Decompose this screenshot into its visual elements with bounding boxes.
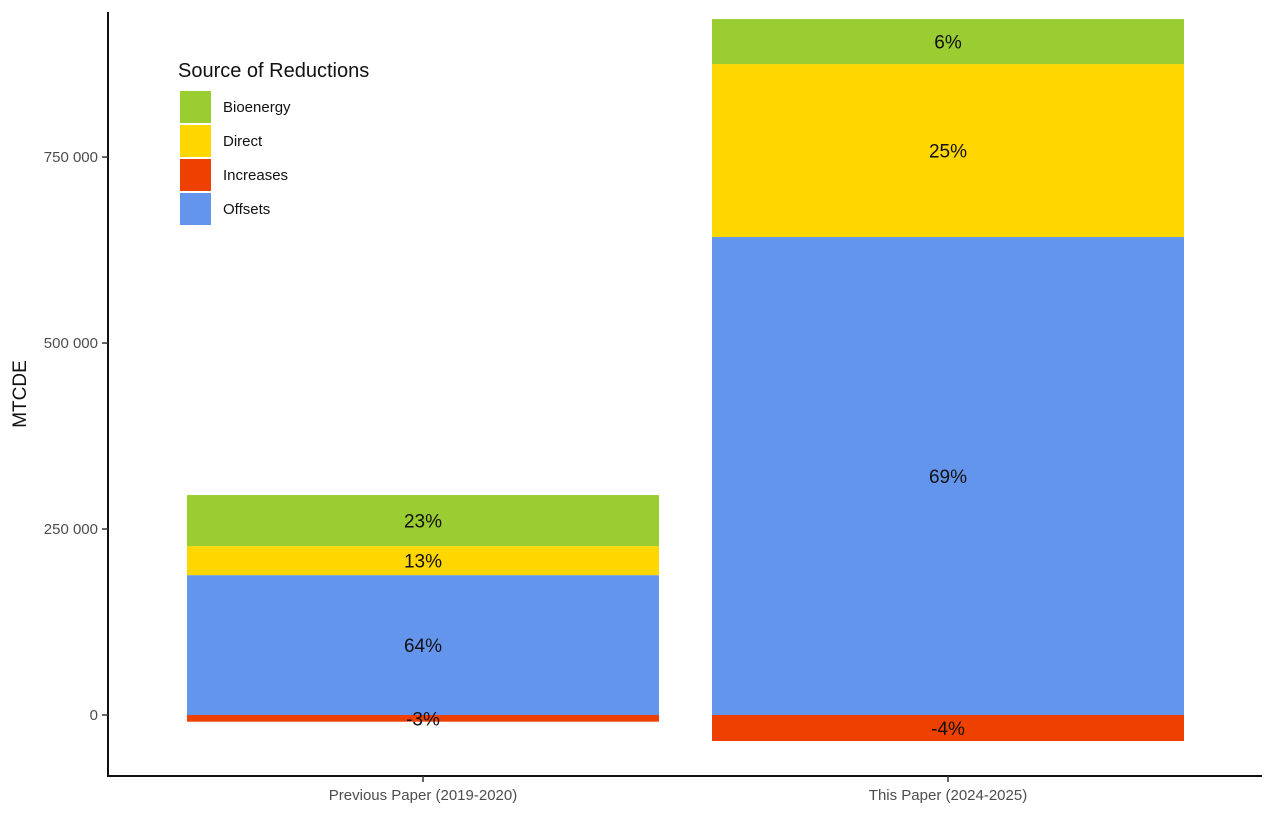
legend-key-offsets: [180, 193, 211, 225]
y-tick-label: 500 000: [44, 335, 98, 352]
y-tick-label: 750 000: [44, 149, 98, 166]
legend-label-offsets: Offsets: [223, 201, 270, 218]
legend-key-bioenergy: [180, 91, 211, 123]
segment-label-bioenergy: 23%: [404, 512, 442, 533]
segment-label-offsets: 69%: [929, 467, 967, 488]
bar-segment-direct: [187, 546, 659, 576]
x-tick-label: This Paper (2024-2025): [869, 787, 1027, 804]
segment-label-bioenergy: 6%: [934, 33, 962, 54]
legend-title: Source of Reductions: [178, 60, 369, 82]
segment-label-direct: 13%: [404, 552, 442, 573]
legend-label-bioenergy: Bioenergy: [223, 99, 291, 116]
x-tick-label: Previous Paper (2019-2020): [329, 787, 517, 804]
bar-segment-offsets: [187, 575, 659, 715]
segment-label-increases: -3%: [406, 709, 440, 730]
legend-label-increases: Increases: [223, 167, 288, 184]
legend-key-increases: [180, 159, 211, 191]
y-axis-label: MTCDE: [10, 360, 31, 428]
segment-label-offsets: 64%: [404, 636, 442, 657]
y-ticks: 0 250 000 500 000 750 000: [44, 149, 108, 724]
legend: Source of Reductions Bioenergy Direct Incr…: [178, 60, 369, 225]
y-tick-label: 250 000: [44, 521, 98, 538]
bar-segment-bioenergy: [712, 19, 1184, 65]
segment-labels-layer: 64% 13% 23% -3% 69% 25% 6% -4%: [404, 33, 967, 740]
bars-layer: [187, 19, 1184, 742]
y-tick-label: 0: [90, 707, 98, 724]
bar-segment-direct: [712, 64, 1184, 238]
bar-segment-increases: [712, 714, 1184, 742]
bar-segment-bioenergy: [187, 495, 659, 547]
x-ticks: Previous Paper (2019-2020) This Paper (20…: [329, 776, 1027, 804]
bar-segment-increases: [187, 714, 659, 722]
segment-label-increases: -4%: [931, 719, 965, 740]
legend-key-direct: [180, 125, 211, 157]
legend-label-direct: Direct: [223, 133, 263, 150]
segment-label-direct: 25%: [929, 142, 967, 163]
bar-segment-offsets: [712, 237, 1184, 715]
